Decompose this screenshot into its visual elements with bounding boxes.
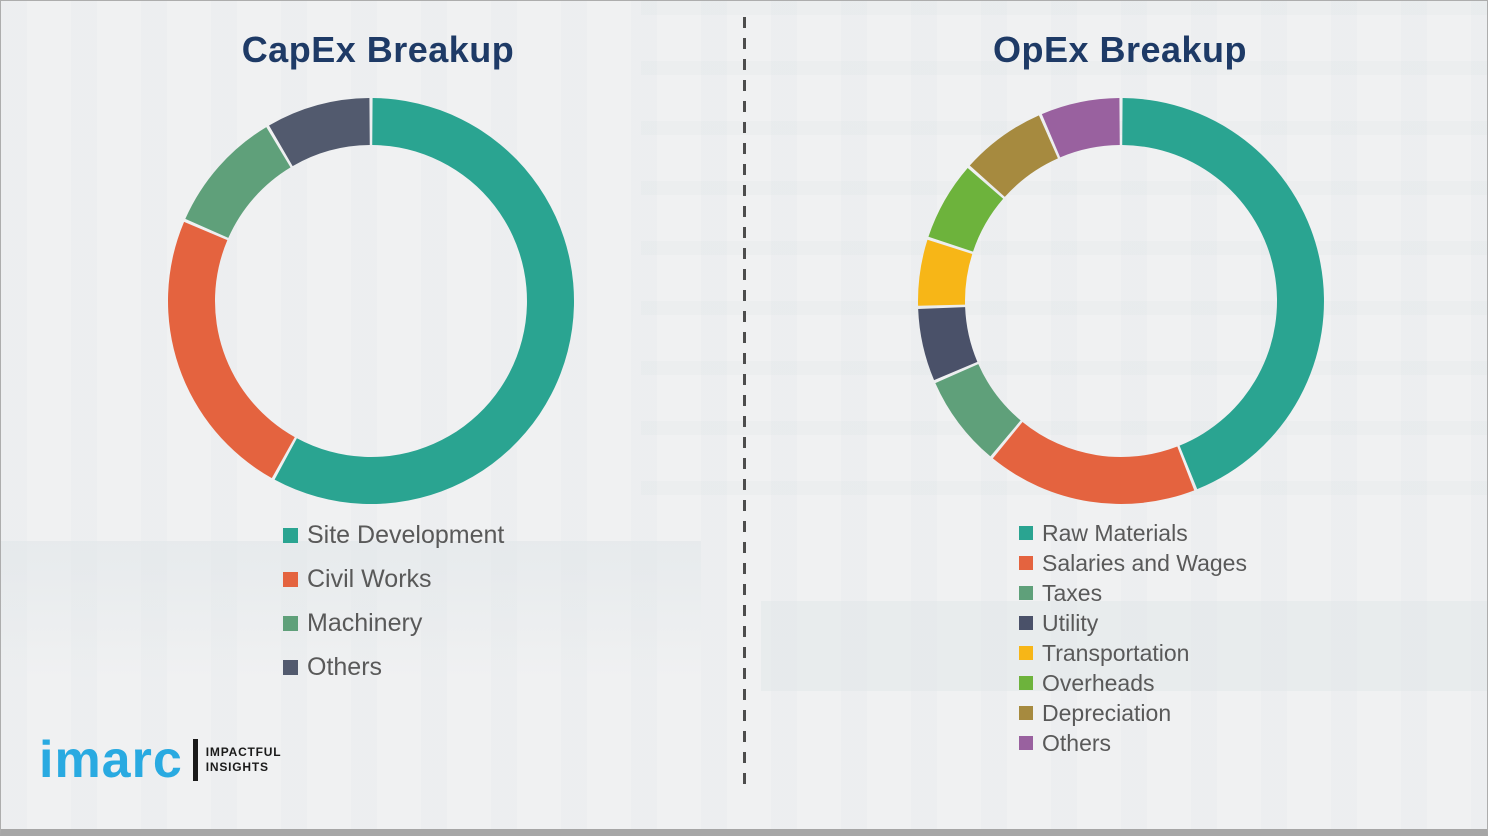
donut-segment-overheads bbox=[928, 167, 1004, 252]
opex-title: OpEx Breakup bbox=[992, 29, 1248, 70]
imarc-tagline-line1: IMPACTFUL bbox=[205, 745, 282, 759]
capex-legend: Site Development Civil Works Machinery Othe… bbox=[283, 513, 504, 689]
legend-label: Raw Materials bbox=[1042, 519, 1188, 546]
legend-item: Others bbox=[1019, 728, 1247, 758]
legend-label: Civil Works bbox=[307, 564, 432, 593]
donut-segment-civil-works bbox=[167, 221, 295, 479]
legend-marker bbox=[1019, 616, 1033, 630]
legend-label: Overheads bbox=[1042, 669, 1155, 696]
donut-segment-transportation bbox=[918, 239, 973, 306]
legend-label: Utility bbox=[1042, 609, 1099, 636]
legend-label: Depreciation bbox=[1042, 699, 1172, 726]
legend-marker bbox=[283, 527, 298, 543]
legend-item: Others bbox=[283, 645, 504, 689]
legend-item: Utility bbox=[1019, 608, 1247, 638]
legend-marker bbox=[283, 571, 298, 587]
imarc-logo-tagline: IMPACTFUL INSIGHTS bbox=[206, 745, 282, 775]
donut-segment-site-development bbox=[274, 98, 575, 505]
legend-item: Site Development bbox=[283, 513, 504, 557]
capex-title: CapEx Breakup bbox=[241, 29, 515, 70]
legend-item: Overheads bbox=[1019, 668, 1247, 698]
donut-segment-salaries-and-wages bbox=[992, 421, 1195, 505]
legend-marker bbox=[1019, 556, 1033, 570]
legend-label: Transportation bbox=[1042, 639, 1190, 666]
opex-donut-chart bbox=[918, 98, 1324, 505]
legend-marker bbox=[1019, 526, 1033, 540]
legend-marker bbox=[1019, 586, 1033, 600]
legend-marker bbox=[1019, 646, 1033, 660]
imarc-logo: imarc IMPACTFUL INSIGHTS bbox=[39, 734, 281, 786]
legend-item: Raw Materials bbox=[1019, 518, 1247, 548]
donut-segment-others bbox=[269, 98, 370, 167]
donut-segment-depreciation bbox=[969, 115, 1058, 197]
imarc-tagline-line2: INSIGHTS bbox=[205, 760, 269, 774]
legend-marker bbox=[1019, 676, 1033, 690]
legend-item: Taxes bbox=[1019, 578, 1247, 608]
legend-label: Others bbox=[307, 652, 383, 681]
legend-marker bbox=[283, 659, 298, 675]
legend-item: Depreciation bbox=[1019, 698, 1247, 728]
donut-segment-taxes bbox=[935, 364, 1021, 457]
donut-segment-others bbox=[1041, 98, 1120, 158]
legend-label: Taxes bbox=[1042, 579, 1103, 606]
capex-donut-chart bbox=[167, 98, 575, 505]
legend-label: Site Development bbox=[307, 520, 505, 549]
dashed-divider-line bbox=[743, 17, 746, 791]
donut-segment-raw-materials bbox=[1122, 98, 1324, 490]
donut-segment-machinery bbox=[185, 127, 291, 238]
legend-label: Salaries and Wages bbox=[1042, 549, 1247, 576]
imarc-logo-text: imarc bbox=[39, 731, 183, 789]
legend-marker bbox=[1019, 706, 1033, 720]
imarc-logo-divider-bar bbox=[192, 739, 198, 781]
legend-marker bbox=[283, 615, 298, 631]
donut-segment-utility bbox=[918, 307, 978, 381]
legend-item: Transportation bbox=[1019, 638, 1247, 668]
legend-label: Others bbox=[1042, 729, 1112, 756]
legend-label: Machinery bbox=[307, 608, 423, 637]
legend-item: Machinery bbox=[283, 601, 504, 645]
opex-legend: Raw Materials Salaries and Wages Taxes Util… bbox=[1019, 518, 1247, 758]
legend-item: Salaries and Wages bbox=[1019, 548, 1247, 578]
legend-item: Civil Works bbox=[283, 557, 504, 601]
legend-marker bbox=[1019, 736, 1033, 750]
